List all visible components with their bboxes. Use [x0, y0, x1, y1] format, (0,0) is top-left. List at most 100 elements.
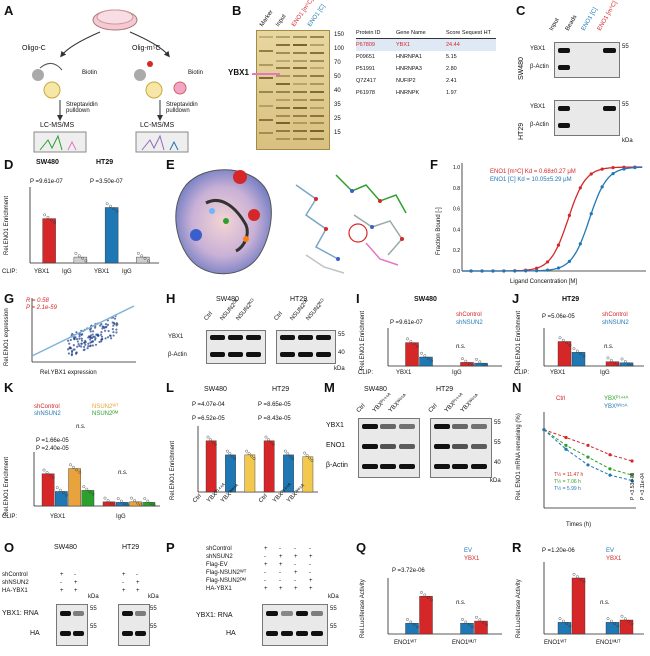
panel-c: Input Beads ENO1 [C] ENO1 [m⁵C] SW480 HT…	[516, 0, 650, 155]
l-pvalue-3: P =8.65e-05	[258, 402, 291, 408]
m-blot-sw480	[358, 418, 420, 478]
f-point-1	[524, 269, 528, 273]
q-bar-chart	[387, 578, 502, 635]
dot-0-0-2	[412, 623, 416, 626]
p-kda: kDa	[328, 594, 339, 600]
dot-2-0-0	[105, 202, 109, 206]
o-cell-ht29: HT29	[122, 544, 140, 551]
g-ylabel: Rel.ENO1 expression	[4, 308, 10, 366]
g-point	[112, 324, 115, 327]
gel-band	[276, 59, 290, 62]
dot-0-1-3	[430, 359, 433, 363]
dot-0-1-0	[572, 347, 576, 350]
dot-4-0-0	[283, 449, 287, 453]
p-cond-5: Flag-NSUN2ᴰᴹ	[206, 578, 246, 584]
f-point-1	[513, 269, 517, 273]
o-sign: -	[60, 580, 62, 586]
h-mw-40: 40	[338, 350, 345, 356]
dot-1-0-1	[609, 359, 613, 362]
h-kda: kDa	[334, 366, 345, 372]
gel-band	[293, 114, 307, 117]
dot-0-0-1	[409, 339, 413, 343]
p-mw-55-b: 55	[330, 624, 337, 630]
g-point	[101, 337, 104, 341]
bar-1-0	[460, 623, 474, 635]
dot-1-0-2	[109, 501, 113, 505]
dot-0-1-1	[575, 575, 579, 579]
dot-1-1-2	[627, 619, 631, 623]
panel-f: Fraction Bound [-] 0.0 0.2 0.4 0.6 0.8 1.0 EN…	[430, 155, 650, 290]
h-lane-ctrl-2: Ctrl	[273, 310, 285, 322]
gel-mw-ladder: 150 100 70 50 40 35 25 15	[332, 30, 352, 148]
g-point	[78, 344, 81, 348]
p-row-ha: HA	[226, 630, 236, 637]
protein-table-cell: 2.41	[446, 78, 457, 84]
g-point	[73, 338, 76, 341]
g-point	[82, 345, 86, 349]
gel-band	[259, 91, 273, 93]
biotin-label: Biotin	[82, 70, 98, 76]
sign-cell: +	[279, 562, 283, 568]
p-cond-2: shNSUN2	[206, 554, 233, 560]
sign-cell: +	[294, 554, 298, 560]
f-point-1	[480, 269, 484, 273]
gel-band	[293, 91, 307, 93]
dot-0-1-1	[423, 593, 427, 597]
g-point	[71, 332, 74, 336]
gel-band	[310, 98, 324, 101]
panel-label-r: R	[512, 540, 522, 555]
g-point	[103, 329, 107, 332]
m-cell-sw480: SW480	[364, 386, 387, 393]
g-point	[70, 352, 74, 356]
o-sign: +	[136, 580, 140, 586]
o-mw-55-a: 55	[90, 606, 97, 612]
gel-band	[293, 43, 307, 46]
f-ytick-5: 1.0	[453, 165, 460, 171]
dot-0-0-0	[558, 617, 562, 620]
protein-table-cell: HNRNPA3	[396, 66, 422, 72]
dot-1-0-1	[464, 359, 468, 363]
dot-0-0-3	[416, 344, 419, 348]
dot-1-1-0	[620, 614, 624, 618]
gel-mw-tick: 50	[334, 74, 341, 80]
c-blot-ht29	[554, 100, 620, 136]
j-legend-shnsun2: shNSUN2	[602, 320, 629, 326]
g-point	[106, 336, 110, 339]
dot-1-0-2	[467, 623, 471, 626]
g-point	[115, 331, 118, 334]
table-header-id: Protein ID	[356, 30, 381, 36]
l-ylabel: Rel.ENO1 Enrichment	[170, 440, 176, 500]
g-point	[112, 331, 115, 334]
k-legend-shnsun2: shNSUN2	[34, 411, 61, 417]
dot-0-1-2	[579, 352, 583, 355]
sign-cell: +	[294, 586, 298, 592]
gel-mw-tick: 15	[334, 130, 341, 136]
gel-band	[276, 67, 290, 70]
dot-1-1-3	[485, 363, 488, 367]
dot-1-3-3	[152, 503, 156, 507]
dot-1-1-1	[623, 617, 627, 621]
protein-table-cell: HNRNPA1	[396, 54, 422, 60]
k-legend-shcontrol: shControl	[34, 404, 60, 410]
r-pvalue: P =1.20e-06	[542, 548, 575, 554]
d-title-ht29: HT29	[96, 159, 114, 166]
g-point	[93, 326, 97, 329]
dot-1-1-0	[475, 357, 478, 361]
dot-0-1-2	[579, 577, 583, 581]
panel-o: SW480 HT29 shControl shNSUN2 HA-YBX1 + + -…	[0, 538, 165, 656]
gel-band	[293, 83, 307, 86]
dot-0-0-1	[561, 338, 565, 342]
gel-band	[293, 138, 307, 141]
panel-label-b: B	[232, 3, 242, 18]
oligo-c-label: Oligo-C	[22, 45, 46, 52]
g-point	[108, 334, 112, 337]
k-ns-1: n.s.	[76, 424, 86, 430]
l-cell-sw480: SW480	[204, 386, 227, 393]
dot-1-0-2	[467, 362, 471, 366]
f-point-0	[556, 243, 561, 247]
bar-0-1	[571, 352, 586, 367]
h-blot-ht29	[276, 330, 336, 364]
dot-1-0-1	[106, 499, 110, 502]
dot-1-0-3	[112, 503, 116, 507]
dot-3-0-1	[267, 438, 270, 441]
